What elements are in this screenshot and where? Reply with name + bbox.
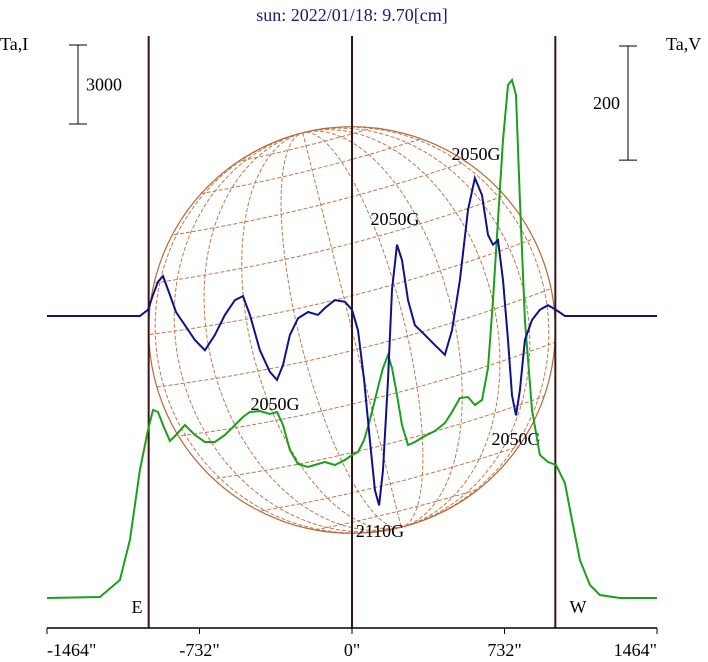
- parallel: [156, 288, 552, 388]
- annotation: 2050G: [371, 209, 420, 229]
- y2-axis-label: Ta,V: [666, 34, 701, 54]
- x-tick-label: 0": [344, 640, 360, 660]
- limb-label: E: [132, 597, 143, 617]
- scale-label: 200: [593, 93, 620, 113]
- parallel: [180, 384, 576, 484]
- y-axis-label: Ta,I: [0, 34, 28, 54]
- x-tick-label: -1464": [47, 640, 96, 660]
- annotation: 2050G: [251, 394, 300, 414]
- meridian: [302, 132, 402, 528]
- parallel: [120, 143, 516, 243]
- series-line: [47, 174, 657, 506]
- parallel: [143, 236, 539, 336]
- parallel: [169, 338, 564, 438]
- x-tick-label: 1464": [614, 640, 657, 660]
- parallel: [131, 187, 527, 287]
- annotation: 2110G: [356, 521, 404, 541]
- annotation: 2050G: [492, 429, 541, 449]
- chart-title: sun: 2022/01/18: 9.70[cm]: [256, 5, 448, 25]
- x-tick-label: 732": [487, 640, 521, 660]
- annotation: 2050G: [452, 144, 501, 164]
- scale-label: 3000: [86, 74, 122, 94]
- series-line: [46, 77, 657, 599]
- x-tick-label: -732": [179, 640, 219, 660]
- limb-label: W: [570, 597, 587, 617]
